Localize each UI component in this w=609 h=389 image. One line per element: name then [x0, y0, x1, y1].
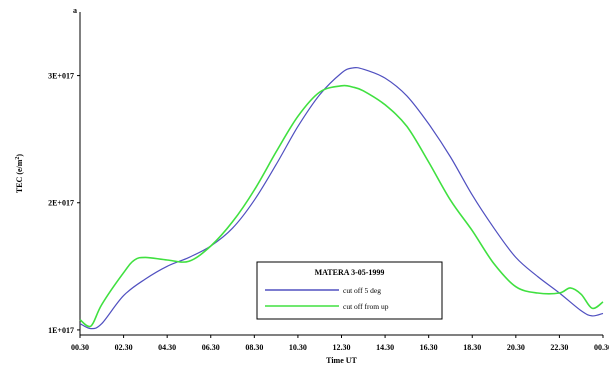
x-tick-label: 04.30 — [158, 343, 176, 352]
x-tick-label: 20.30 — [507, 343, 525, 352]
y-axis-title: TEC (e/m2) — [15, 154, 24, 194]
x-tick-label: 02.30 — [115, 343, 133, 352]
x-ticks: 00.30 02.30 04.30 06.30 08.30 10.30 12.30 14.30… — [71, 335, 609, 352]
x-tick-label: 10.30 — [289, 343, 307, 352]
x-tick-label: 08.30 — [245, 343, 263, 352]
y-axis-top-marker: a — [73, 6, 77, 15]
series-lines — [79, 67, 604, 330]
x-tick-label: 06.30 — [202, 343, 220, 352]
legend: MATERA 3-05-1999 cut off 5 deg cut off f… — [256, 261, 443, 320]
y-axis-title-main: TEC (e/m — [15, 159, 24, 193]
x-tick-label: 22.30 — [550, 343, 568, 352]
x-tick-label: 16.30 — [420, 343, 438, 352]
x-tick-label: 00.30 — [71, 343, 89, 352]
series-line-cut-off-from-up — [79, 84, 604, 328]
x-axis-title: Time UT — [326, 356, 357, 365]
y-tick-label: 1E+017 — [48, 326, 74, 335]
x-tick-label: 18.30 — [463, 343, 481, 352]
legend-title: MATERA 3-05-1999 — [315, 268, 385, 277]
y-ticks: 1E+017 2E+017 3E+017 — [48, 72, 80, 335]
y-tick-label: 3E+017 — [48, 72, 74, 81]
legend-label-cut-off-from-up: cut off from up — [343, 302, 389, 311]
y-axis-title-close: ) — [15, 154, 24, 157]
series-line-cut-off-5-deg — [79, 67, 604, 330]
y-tick-label: 2E+017 — [48, 199, 74, 208]
legend-label-cut-off-5-deg: cut off 5 deg — [343, 286, 381, 295]
y-axis-title-superscript: 2 — [15, 157, 21, 160]
x-tick-label: 00.30 — [594, 343, 609, 352]
x-tick-label: 14.30 — [376, 343, 394, 352]
x-tick-label: 12.30 — [333, 343, 351, 352]
